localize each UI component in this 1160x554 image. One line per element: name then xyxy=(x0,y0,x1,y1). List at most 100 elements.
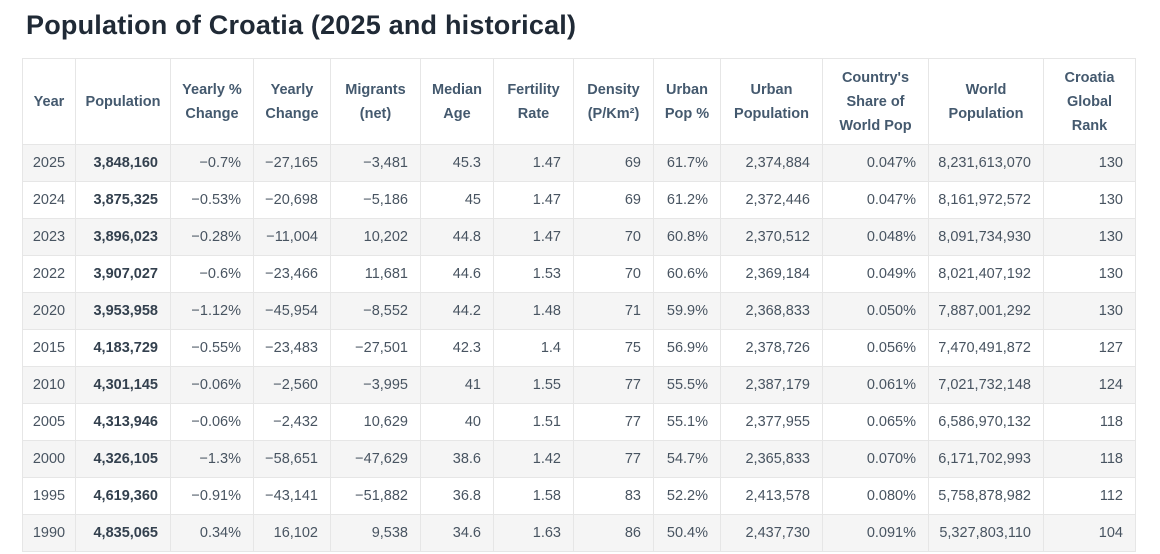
cell-population: 4,326,105 xyxy=(75,440,171,478)
cell-population: 4,301,145 xyxy=(75,366,171,404)
page-title: Population of Croatia (2025 and historic… xyxy=(26,10,577,40)
cell-median_age: 41 xyxy=(420,366,494,404)
table-row-2022: 2022 3,907,027 −0.6% −23,466 11,681 44.6 1.53 7… xyxy=(22,255,1136,293)
column-header-fertility_rate: Fertility Rate xyxy=(493,58,574,145)
cell-fertility_rate: 1.47 xyxy=(493,144,574,182)
table-row-2024: 2024 3,875,325 −0.53% −20,698 −5,186 45 1.47 69… xyxy=(22,181,1136,219)
cell-fertility_rate: 1.53 xyxy=(493,255,574,293)
table-row-2025: 2025 3,848,160 −0.7% −27,165 −3,481 45.3 1.47 6… xyxy=(22,144,1136,182)
column-header-migrants_net: Migrants (net) xyxy=(330,58,421,145)
cell-fertility_rate: 1.55 xyxy=(493,366,574,404)
cell-fertility_rate: 1.4 xyxy=(493,329,574,367)
cell-population: 3,953,958 xyxy=(75,292,171,330)
cell-yearly_pct_change: −0.06% xyxy=(170,366,254,404)
cell-urban_population: 2,378,726 xyxy=(720,329,823,367)
cell-urban_population: 2,437,730 xyxy=(720,514,823,552)
table-row-2000: 2000 4,326,105 −1.3% −58,651 −47,629 38.6 1.42… xyxy=(22,440,1136,478)
cell-yearly_change: −58,651 xyxy=(253,440,331,478)
cell-global_rank: 130 xyxy=(1043,218,1136,256)
cell-migrants_net: 9,538 xyxy=(330,514,421,552)
cell-yearly_change: 16,102 xyxy=(253,514,331,552)
cell-global_rank: 130 xyxy=(1043,255,1136,293)
cell-yearly_pct_change: −1.12% xyxy=(170,292,254,330)
cell-urban_pop_pct: 60.6% xyxy=(653,255,721,293)
cell-share_world_pop: 0.091% xyxy=(822,514,929,552)
column-header-global_rank: Croatia Global Rank xyxy=(1043,58,1136,145)
cell-share_world_pop: 0.048% xyxy=(822,218,929,256)
cell-year: 2025 xyxy=(22,144,76,182)
cell-median_age: 40 xyxy=(420,403,494,441)
cell-migrants_net: −27,501 xyxy=(330,329,421,367)
cell-population: 4,619,360 xyxy=(75,477,171,515)
column-header-yearly_pct_change: Yearly % Change xyxy=(170,58,254,145)
cell-world_population: 6,171,702,993 xyxy=(928,440,1044,478)
cell-median_age: 44.2 xyxy=(420,292,494,330)
cell-year: 1995 xyxy=(22,477,76,515)
cell-population: 3,848,160 xyxy=(75,144,171,182)
cell-median_age: 45 xyxy=(420,181,494,219)
cell-migrants_net: −8,552 xyxy=(330,292,421,330)
cell-year: 2023 xyxy=(22,218,76,256)
cell-share_world_pop: 0.047% xyxy=(822,144,929,182)
cell-year: 2010 xyxy=(22,366,76,404)
table-header: Year Population Yearly % Change Yearly Chan… xyxy=(22,58,1136,145)
cell-global_rank: 112 xyxy=(1043,477,1136,515)
cell-world_population: 7,470,491,872 xyxy=(928,329,1044,367)
cell-urban_pop_pct: 61.2% xyxy=(653,181,721,219)
cell-year: 2015 xyxy=(22,329,76,367)
cell-population: 4,835,065 xyxy=(75,514,171,552)
cell-world_population: 7,887,001,292 xyxy=(928,292,1044,330)
cell-yearly_change: −23,466 xyxy=(253,255,331,293)
cell-population: 4,313,946 xyxy=(75,403,171,441)
cell-density: 69 xyxy=(573,144,654,182)
column-header-year: Year xyxy=(22,58,76,145)
table-row-2020: 2020 3,953,958 −1.12% −45,954 −8,552 44.2 1.48… xyxy=(22,292,1136,330)
cell-yearly_change: −43,141 xyxy=(253,477,331,515)
cell-median_age: 38.6 xyxy=(420,440,494,478)
cell-share_world_pop: 0.061% xyxy=(822,366,929,404)
cell-urban_pop_pct: 52.2% xyxy=(653,477,721,515)
cell-yearly_change: −11,004 xyxy=(253,218,331,256)
cell-year: 2024 xyxy=(22,181,76,219)
cell-fertility_rate: 1.47 xyxy=(493,218,574,256)
cell-urban_pop_pct: 59.9% xyxy=(653,292,721,330)
cell-urban_pop_pct: 60.8% xyxy=(653,218,721,256)
cell-world_population: 6,586,970,132 xyxy=(928,403,1044,441)
table-row-1990: 1990 4,835,065 0.34% 16,102 9,538 34.6 1.63 86 5… xyxy=(22,514,1136,552)
cell-median_age: 42.3 xyxy=(420,329,494,367)
cell-urban_population: 2,372,446 xyxy=(720,181,823,219)
cell-global_rank: 118 xyxy=(1043,440,1136,478)
cell-world_population: 5,758,878,982 xyxy=(928,477,1044,515)
cell-yearly_change: −20,698 xyxy=(253,181,331,219)
cell-density: 83 xyxy=(573,477,654,515)
population-table: Year Population Yearly % Change Yearly Chan… xyxy=(22,58,1136,552)
cell-urban_pop_pct: 55.1% xyxy=(653,403,721,441)
cell-urban_pop_pct: 50.4% xyxy=(653,514,721,552)
table-row-1995: 1995 4,619,360 −0.91% −43,141 −51,882 36.8 1.5… xyxy=(22,477,1136,515)
cell-global_rank: 104 xyxy=(1043,514,1136,552)
cell-density: 70 xyxy=(573,255,654,293)
cell-share_world_pop: 0.080% xyxy=(822,477,929,515)
cell-world_population: 8,091,734,930 xyxy=(928,218,1044,256)
cell-global_rank: 118 xyxy=(1043,403,1136,441)
cell-median_age: 44.6 xyxy=(420,255,494,293)
column-header-world_population: World Population xyxy=(928,58,1044,145)
cell-yearly_change: −27,165 xyxy=(253,144,331,182)
cell-global_rank: 124 xyxy=(1043,366,1136,404)
cell-yearly_change: −23,483 xyxy=(253,329,331,367)
column-header-urban_population: Urban Population xyxy=(720,58,823,145)
cell-share_world_pop: 0.065% xyxy=(822,403,929,441)
cell-density: 77 xyxy=(573,403,654,441)
cell-urban_population: 2,387,179 xyxy=(720,366,823,404)
cell-global_rank: 130 xyxy=(1043,144,1136,182)
cell-share_world_pop: 0.047% xyxy=(822,181,929,219)
cell-density: 70 xyxy=(573,218,654,256)
cell-urban_population: 2,369,184 xyxy=(720,255,823,293)
cell-yearly_pct_change: −0.91% xyxy=(170,477,254,515)
column-header-urban_pop_pct: Urban Pop % xyxy=(653,58,721,145)
column-header-yearly_change: Yearly Change xyxy=(253,58,331,145)
column-header-share_world_pop: Country's Share of World Pop xyxy=(822,58,929,145)
cell-world_population: 8,161,972,572 xyxy=(928,181,1044,219)
cell-fertility_rate: 1.58 xyxy=(493,477,574,515)
